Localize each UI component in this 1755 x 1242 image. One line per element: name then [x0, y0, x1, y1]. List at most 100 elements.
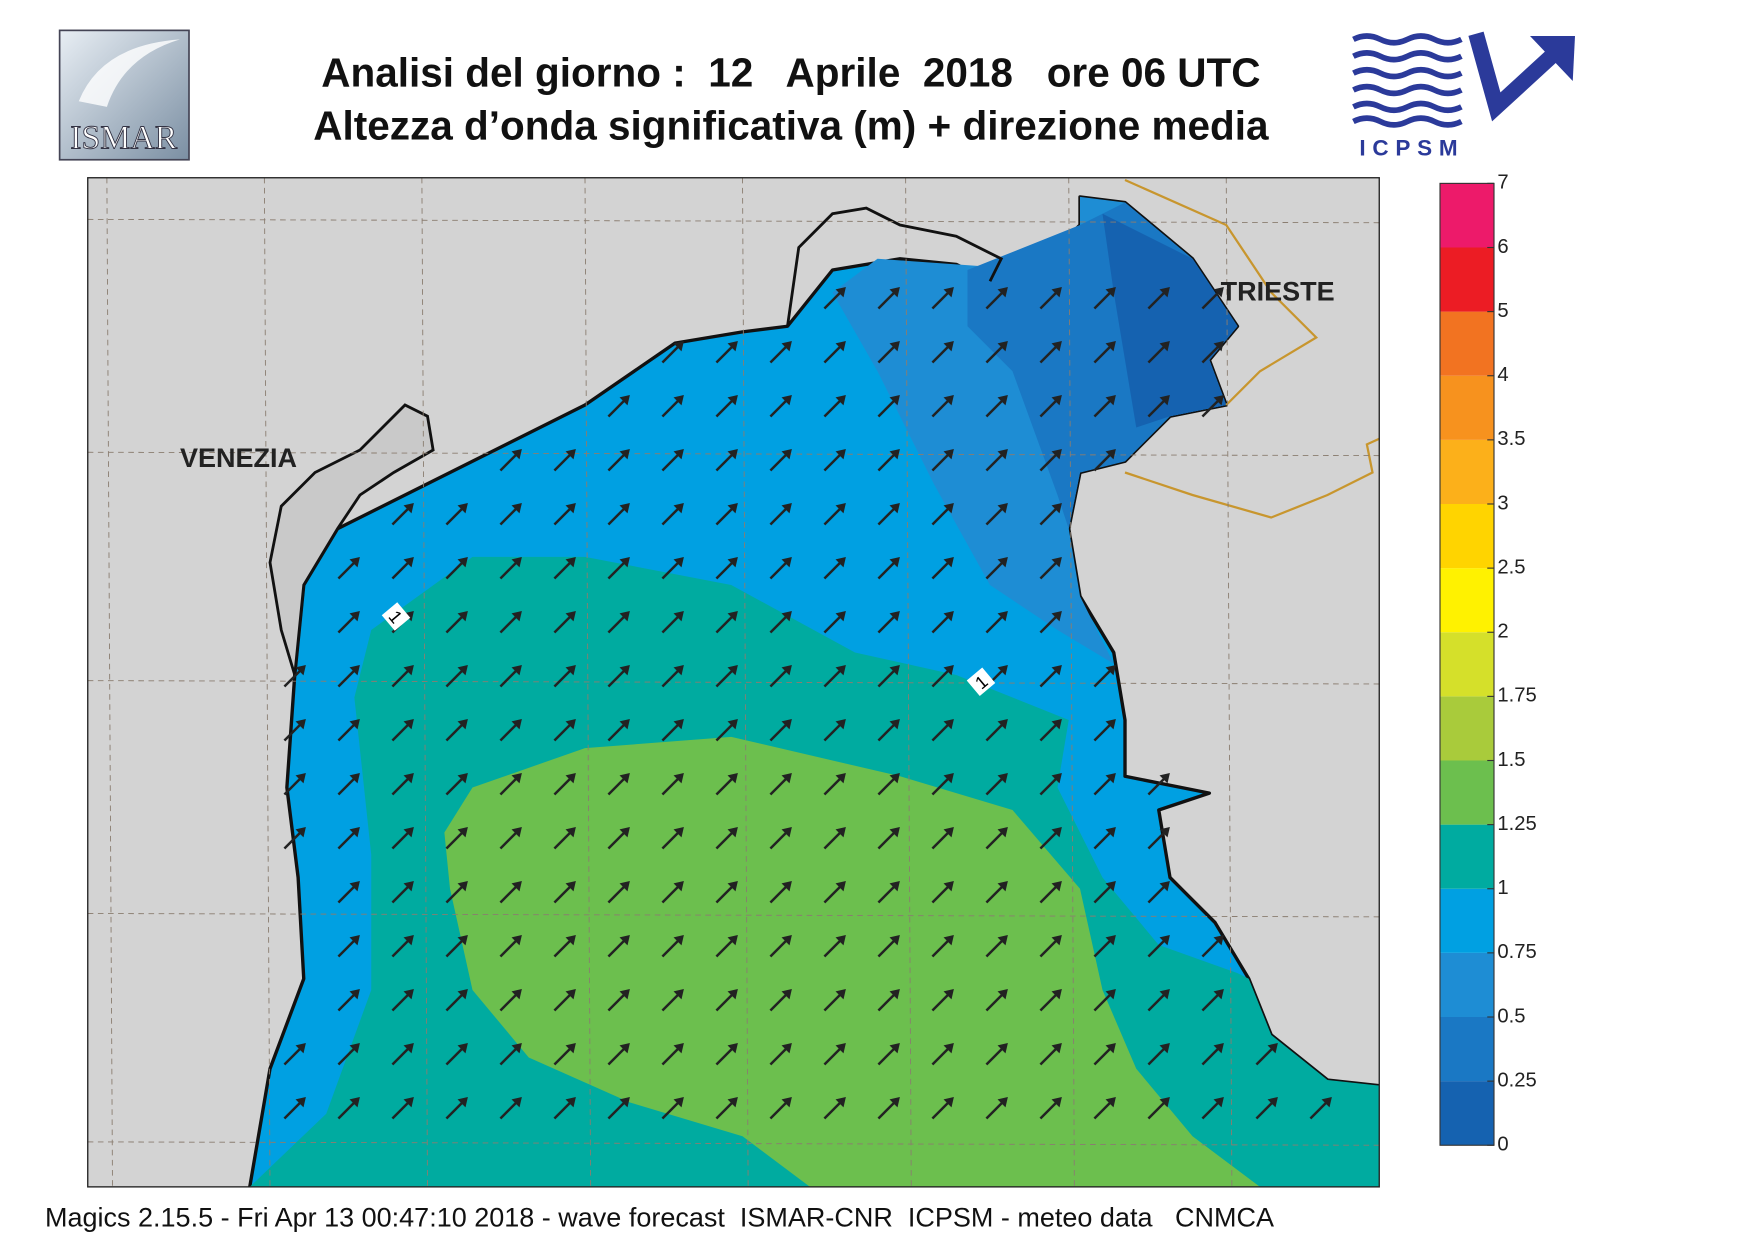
- arrow-head: [727, 448, 738, 460]
- grid-line: [87, 680, 1380, 685]
- arrow-head: [997, 448, 1008, 460]
- arrow-head: [457, 1096, 468, 1108]
- arrow: [715, 1042, 738, 1066]
- colorbar-band: [1440, 504, 1494, 569]
- arrow: [985, 988, 1008, 1012]
- arrow-head: [781, 1096, 792, 1108]
- arrow: [715, 556, 738, 580]
- arrow: [1201, 1096, 1224, 1120]
- arrow: [553, 664, 576, 688]
- arrow-head: [727, 988, 738, 1000]
- arrow-head: [835, 988, 846, 1000]
- colorbar-label: 6: [1497, 236, 1508, 258]
- icpsm-logo: ICPSM: [1352, 31, 1575, 160]
- arrow: [607, 718, 630, 742]
- arrow-head: [1321, 1096, 1332, 1108]
- arrow-head: [835, 718, 846, 730]
- arrow-head: [1051, 448, 1062, 460]
- arrow-head: [1051, 610, 1062, 622]
- colorbar-label: 1.5: [1497, 749, 1525, 771]
- arrow: [1039, 934, 1062, 958]
- arrow-head: [727, 502, 738, 514]
- arrow-head: [997, 1042, 1008, 1054]
- arrow-head: [403, 664, 414, 676]
- colorbar-label: 2: [1497, 621, 1508, 643]
- colorbar-band: [1440, 1017, 1494, 1082]
- arrow: [985, 934, 1008, 958]
- arrow: [391, 772, 414, 796]
- arrow: [661, 556, 684, 580]
- arrow: [769, 1096, 792, 1120]
- arrow-head: [835, 1042, 846, 1054]
- arrow-head: [673, 880, 684, 892]
- arrow: [661, 1042, 684, 1066]
- arrow: [1147, 1042, 1170, 1066]
- colorbar-label: 7: [1497, 172, 1508, 194]
- arrow: [985, 502, 1008, 526]
- arrow-head: [349, 610, 360, 622]
- arrow-head: [943, 880, 954, 892]
- arrow-head: [889, 718, 900, 730]
- arrow: [1201, 1042, 1224, 1066]
- arrow-head: [943, 394, 954, 406]
- arrow-head: [727, 718, 738, 730]
- arrow-head: [835, 1096, 846, 1108]
- arrow-head: [403, 502, 414, 514]
- arrow: [1147, 934, 1170, 958]
- arrow: [823, 934, 846, 958]
- arrow-head: [781, 772, 792, 784]
- colorbar-band: [1440, 824, 1494, 889]
- arrow-head: [673, 1096, 684, 1108]
- arrow-head: [673, 556, 684, 568]
- arrow-head: [619, 934, 630, 946]
- arrow: [985, 556, 1008, 580]
- arrow-head: [1213, 934, 1224, 946]
- arrow-head: [781, 502, 792, 514]
- arrow-head: [889, 988, 900, 1000]
- arrow-head: [1267, 1096, 1278, 1108]
- arrow-head: [673, 448, 684, 460]
- arrow: [877, 664, 900, 688]
- arrow-head: [1051, 286, 1062, 298]
- arrow-head: [619, 448, 630, 460]
- arrow-head: [943, 448, 954, 460]
- arrow: [283, 718, 306, 742]
- footer: Magics 2.15.5 - Fri Apr 13 00:47:10 2018…: [45, 1202, 1274, 1232]
- arrow-head: [889, 1042, 900, 1054]
- title-line-1: Analisi del giorno : 12 Aprile 2018 ore …: [321, 50, 1260, 96]
- arrow-head: [295, 718, 306, 730]
- arrow: [607, 448, 630, 472]
- arrow: [931, 934, 954, 958]
- arrow-head: [943, 826, 954, 838]
- arrow: [1201, 988, 1224, 1012]
- arrow-head: [1105, 286, 1116, 298]
- arrow: [715, 880, 738, 904]
- arrow: [661, 448, 684, 472]
- arrow: [391, 556, 414, 580]
- arrow: [445, 664, 468, 688]
- arrow-head: [511, 664, 522, 676]
- arrow-head: [835, 934, 846, 946]
- arrow-head: [1159, 286, 1170, 298]
- arrow: [607, 664, 630, 688]
- arrow: [337, 880, 360, 904]
- arrow-head: [511, 1096, 522, 1108]
- arrow: [985, 286, 1008, 310]
- arrow: [445, 610, 468, 634]
- arrow: [607, 502, 630, 526]
- arrow: [769, 772, 792, 796]
- arrow: [877, 718, 900, 742]
- arrow: [931, 556, 954, 580]
- arrow-head: [1051, 340, 1062, 352]
- arrow: [769, 448, 792, 472]
- arrow-head: [1051, 988, 1062, 1000]
- arrow: [985, 1042, 1008, 1066]
- grid-line: [263, 177, 271, 1187]
- arrow: [1093, 934, 1116, 958]
- arrow: [877, 1042, 900, 1066]
- arrow: [715, 394, 738, 418]
- arrow-head: [781, 880, 792, 892]
- arrow-head: [1159, 1096, 1170, 1108]
- arrow: [931, 340, 954, 364]
- arrow: [391, 826, 414, 850]
